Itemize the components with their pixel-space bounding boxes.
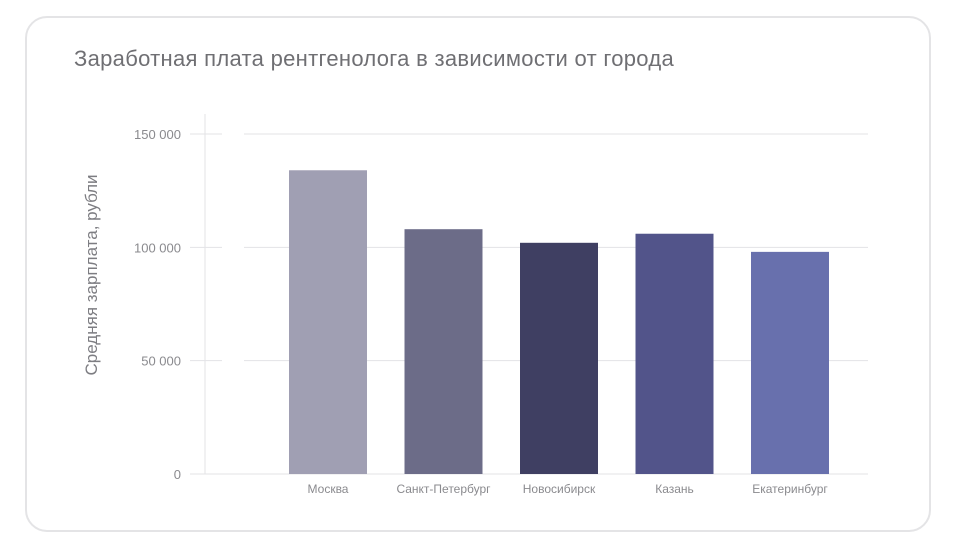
y-tick-label: 0: [174, 467, 181, 482]
bars: [289, 170, 829, 474]
y-tick-label: 50 000: [141, 354, 181, 369]
bar: [751, 251, 829, 474]
x-tick-label: Казань: [655, 482, 694, 496]
bar: [520, 242, 598, 474]
bar: [404, 229, 483, 474]
x-axis-labels: Москва Санкт-Петербург Новосибирск Казань Ек…: [308, 482, 829, 496]
y-axis-title: Средняя зарплата, рубли: [82, 174, 101, 375]
chart-title: Заработная плата рентгенолога в зависимо…: [74, 46, 674, 71]
bar: [289, 170, 367, 474]
y-tick-label: 100 000: [134, 240, 181, 255]
x-tick-label: Екатеринбург: [752, 482, 828, 496]
x-tick-label: Москва: [308, 482, 349, 496]
y-tick-label: 150 000: [134, 127, 181, 142]
bar: [635, 233, 714, 474]
x-tick-label: Новосибирск: [523, 482, 596, 496]
y-axis-ticks: 0 50 000 100 000 150 000: [134, 127, 181, 482]
x-tick-label: Санкт-Петербург: [396, 482, 491, 496]
